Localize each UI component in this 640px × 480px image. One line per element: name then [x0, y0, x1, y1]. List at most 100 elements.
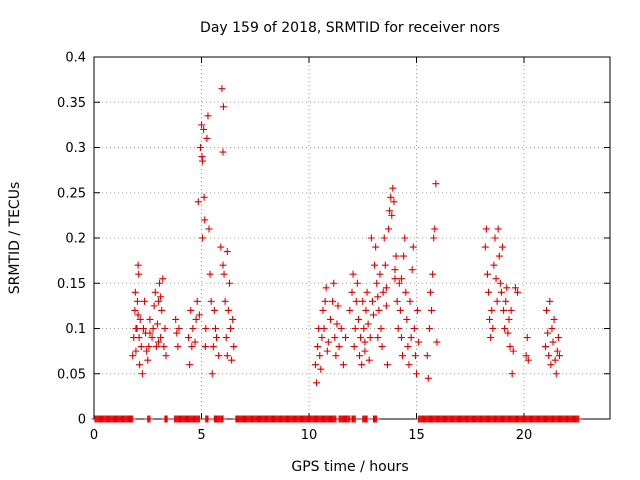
- data-point: [360, 325, 368, 332]
- data-point: [220, 270, 228, 278]
- data-point: [129, 415, 137, 423]
- data-point: [490, 261, 498, 269]
- data-point: [134, 261, 142, 269]
- data-point: [348, 288, 356, 296]
- data-point: [327, 315, 334, 323]
- data-point: [144, 356, 152, 364]
- y-tick-label: 0.25: [57, 186, 86, 201]
- data-point: [397, 275, 405, 283]
- data-point: [129, 352, 137, 360]
- data-point: [346, 306, 354, 314]
- data-point: [488, 306, 496, 314]
- data-point: [406, 297, 414, 305]
- data-point: [353, 279, 361, 287]
- data-point: [382, 302, 390, 310]
- data-point: [382, 284, 390, 292]
- data-point: [505, 315, 513, 323]
- data-point: [424, 374, 432, 382]
- y-tick-label: 0.15: [57, 277, 86, 292]
- data-point: [198, 121, 205, 129]
- data-point: [502, 297, 510, 305]
- data-point: [225, 279, 233, 287]
- data-point: [332, 352, 340, 360]
- data-point: [402, 288, 410, 296]
- data-point: [149, 325, 157, 332]
- data-point: [339, 361, 347, 369]
- data-point: [193, 297, 201, 305]
- data-point: [136, 361, 144, 369]
- y-tick-label: 0.1: [65, 322, 86, 337]
- x-axis-label: GPS time / hours: [291, 459, 408, 475]
- data-point: [408, 266, 416, 274]
- data-point: [374, 334, 382, 342]
- data-point: [387, 193, 395, 201]
- data-point: [550, 315, 558, 323]
- data-point: [363, 288, 371, 296]
- data-point: [400, 252, 408, 260]
- data-point: [199, 157, 207, 165]
- data-point: [553, 347, 561, 355]
- data-point: [311, 361, 319, 369]
- data-point: [508, 370, 516, 378]
- data-point: [161, 325, 169, 332]
- data-point: [506, 343, 514, 351]
- data-point: [162, 352, 170, 360]
- data-point: [392, 252, 400, 260]
- data-point: [509, 347, 517, 355]
- data-point: [187, 306, 195, 314]
- data-point: [152, 343, 160, 351]
- data-point: [159, 275, 167, 283]
- data-point: [385, 225, 393, 233]
- data-point: [497, 288, 505, 296]
- data-point: [551, 356, 559, 364]
- grid-lines: [94, 57, 610, 419]
- plot-frame: [93, 56, 611, 420]
- data-point: [223, 352, 231, 360]
- data-point: [227, 325, 235, 332]
- data-point: [314, 343, 322, 351]
- data-point: [547, 361, 555, 369]
- data-point: [185, 334, 193, 342]
- data-point: [381, 261, 389, 269]
- data-point: [337, 325, 345, 332]
- data-point: [132, 347, 140, 355]
- data-point: [215, 352, 223, 360]
- data-point: [399, 352, 407, 360]
- data-point: [522, 352, 530, 360]
- data-point: [494, 225, 502, 233]
- data-point: [409, 243, 417, 251]
- data-point: [137, 343, 145, 351]
- data-point: [366, 334, 374, 342]
- data-point: [380, 234, 388, 242]
- y-axis-label: SRMTID / TECUs: [7, 182, 23, 295]
- data-point: [156, 279, 164, 287]
- data-point: [426, 288, 434, 296]
- data-point: [132, 325, 140, 332]
- data-point: [207, 297, 215, 305]
- data-point: [317, 365, 325, 373]
- y-tick-label: 0: [78, 413, 86, 428]
- data-point: [429, 270, 437, 278]
- data-point: [554, 334, 562, 342]
- data-point: [349, 270, 357, 278]
- data-point: [425, 325, 433, 332]
- x-tick-label: 5: [197, 428, 205, 443]
- data-point: [321, 297, 329, 305]
- data-point: [205, 225, 213, 233]
- data-point: [483, 270, 491, 278]
- data-point: [322, 284, 330, 292]
- data-point: [153, 320, 161, 328]
- data-point: [388, 211, 396, 219]
- data-point: [211, 325, 219, 332]
- data-point: [131, 306, 139, 314]
- data-point: [157, 334, 165, 342]
- data-point: [192, 315, 200, 323]
- x-tick-label: 10: [301, 428, 318, 443]
- data-point: [376, 270, 384, 278]
- data-point: [329, 297, 337, 305]
- data-point: [217, 243, 225, 251]
- data-points: [91, 85, 583, 423]
- y-tick-label: 0.3: [65, 141, 86, 156]
- data-point: [373, 415, 381, 423]
- data-point: [377, 325, 385, 332]
